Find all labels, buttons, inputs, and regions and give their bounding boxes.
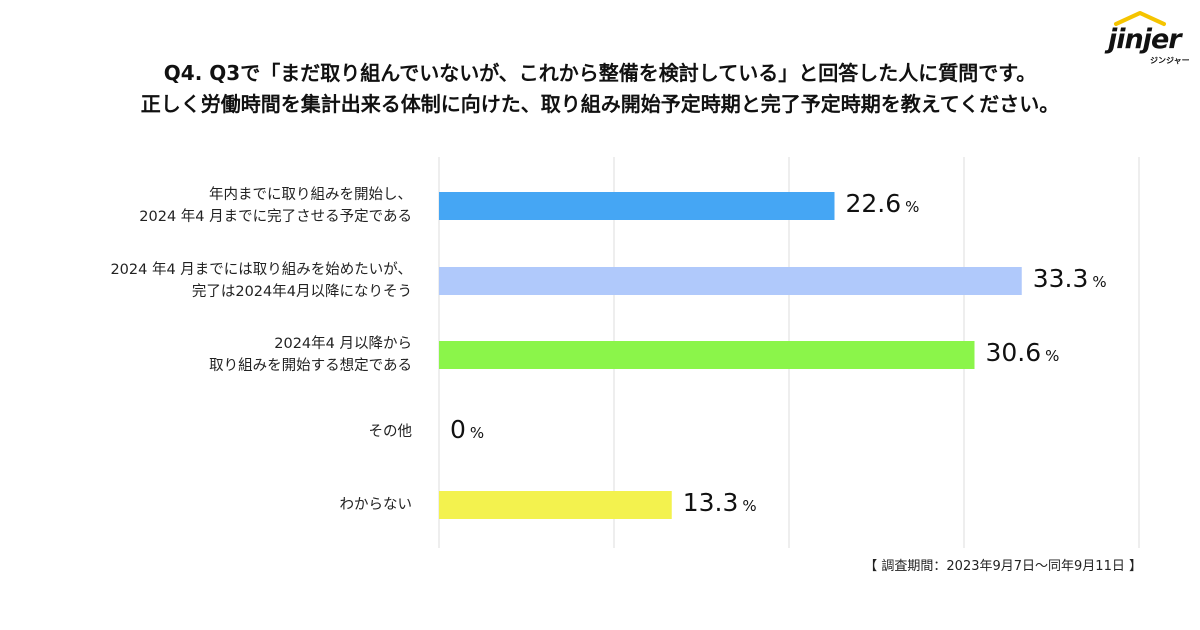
category-label-2: 2024 年4 月までには取り組みを始めたいが、 完了は2024年4月以降になりそ… — [110, 262, 412, 300]
value-label-5: 13.3% — [682, 488, 757, 517]
bar-5 — [439, 491, 672, 519]
logo-roof-icon — [1114, 11, 1166, 26]
logo-wordmark: jinjer — [1108, 24, 1182, 55]
bar-1 — [439, 192, 835, 220]
value-label-3: 30.6% — [985, 338, 1060, 367]
title-line-2: 正しく労働時間を集計出来る体制に向けた、取り組み開始予定時期と完了予定時期を教え… — [140, 92, 1060, 116]
survey-period-note: 【 調査期間：2023年9月7日〜同年9月11日 】 — [864, 559, 1142, 574]
logo-subtext: ジンジャー — [1150, 56, 1190, 65]
category-label-5: わからない — [339, 497, 413, 513]
category-label-1: 年内までに取り組みを開始し、 2024 年4 月までに完了させる予定である — [139, 187, 412, 225]
value-label-2: 33.3% — [1032, 264, 1107, 293]
category-label-3: 2024年4 月以降から 取り組みを開始する想定である — [209, 336, 412, 374]
value-label-1: 22.6% — [845, 189, 920, 218]
jinjer-logo: jinjer ジンジャー — [1100, 10, 1190, 66]
title-line-1: Q4. Q3で「まだ取り組んでいないが、これから整備を検討している」と回答した人… — [163, 61, 1037, 85]
chart-title: Q4. Q3で「まだ取り組んでいないが、これから整備を検討している」と回答した人… — [0, 58, 1200, 120]
category-label-4: その他 — [368, 424, 413, 440]
bar-3 — [439, 341, 975, 369]
bar-2 — [439, 267, 1022, 295]
value-label-4: 0% — [450, 415, 485, 444]
